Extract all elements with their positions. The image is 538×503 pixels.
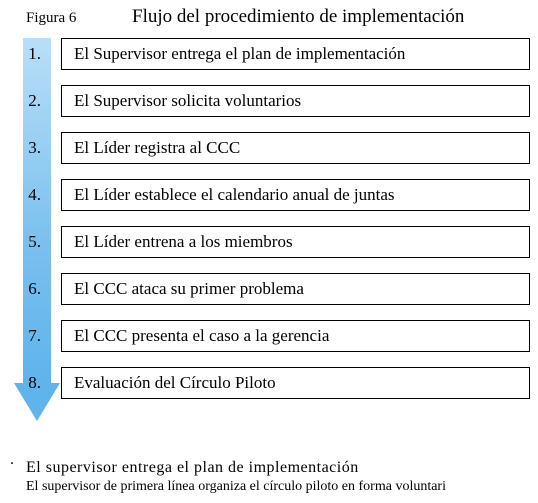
step-number: 5.: [14, 226, 47, 258]
step-row: 5. El Líder entrena a los miembros: [14, 226, 530, 258]
step-number: 3.: [14, 132, 47, 164]
figure-title: Flujo del procedimiento de implementació…: [132, 6, 464, 28]
step-row: 3. El Líder registra al CCC: [14, 132, 530, 164]
step-row: 2. El Supervisor solicita voluntarios: [14, 85, 530, 117]
step-box: El Supervisor solicita voluntarios: [61, 85, 530, 117]
step-box: El Líder registra al CCC: [61, 132, 530, 164]
step-number: 8.: [14, 367, 47, 399]
step-row: 7. El CCC presenta el caso a la gerencia: [14, 320, 530, 352]
step-box: El CCC presenta el caso a la gerencia: [61, 320, 530, 352]
step-box: Evaluación del Círculo Piloto: [61, 367, 530, 399]
step-number: 2.: [14, 85, 47, 117]
step-row: 1. El Supervisor entrega el plan de impl…: [14, 38, 530, 70]
footer-number: .: [10, 451, 14, 469]
footer-text: El supervisor de primera línea organiza …: [26, 479, 538, 495]
step-box: El CCC ataca su primer problema: [61, 273, 530, 305]
step-box: El Líder entrena a los miembros: [61, 226, 530, 258]
step-number: 1.: [14, 38, 47, 70]
step-number: 4.: [14, 179, 47, 211]
step-row: 4. El Líder establece el calendario anua…: [14, 179, 530, 211]
step-number: 6.: [14, 273, 47, 305]
step-row: 8. Evaluación del Círculo Piloto: [14, 367, 530, 399]
step-box: El Líder establece el calendario anual d…: [61, 179, 530, 211]
footer-title: El supervisor entrega el plan de impleme…: [26, 459, 538, 477]
steps-list: 1. El Supervisor entrega el plan de impl…: [14, 38, 530, 414]
step-box: El Supervisor entrega el plan de impleme…: [61, 38, 530, 70]
step-row: 6. El CCC ataca su primer problema: [14, 273, 530, 305]
figure-label: Figura 6: [26, 10, 76, 27]
step-number: 7.: [14, 320, 47, 352]
footer-section: . El supervisor entrega el plan de imple…: [0, 459, 538, 495]
